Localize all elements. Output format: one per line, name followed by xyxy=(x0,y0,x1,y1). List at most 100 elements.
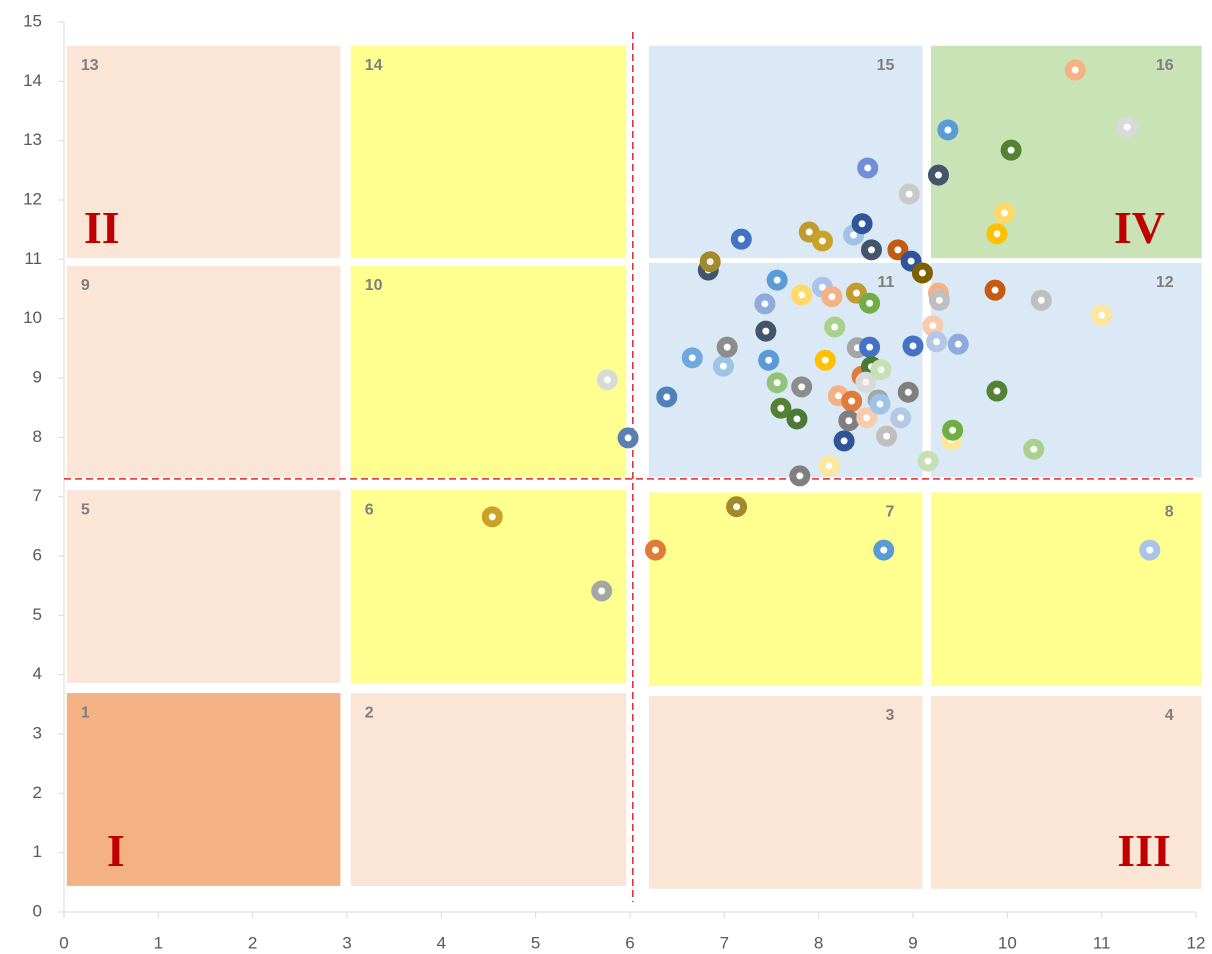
point xyxy=(758,349,780,371)
point xyxy=(926,331,948,353)
point xyxy=(1139,539,1161,561)
point xyxy=(821,286,843,308)
point xyxy=(890,407,912,429)
y-tick-label: 12 xyxy=(23,189,42,208)
point xyxy=(841,390,863,412)
point xyxy=(857,157,879,179)
point xyxy=(1091,304,1113,326)
point xyxy=(833,430,855,452)
y-tick-label: 14 xyxy=(23,71,42,90)
zone xyxy=(350,265,627,478)
zone xyxy=(66,45,341,259)
point xyxy=(712,355,734,377)
point xyxy=(791,376,813,398)
zone xyxy=(930,45,1202,259)
point xyxy=(838,410,860,432)
x-tick-label: 3 xyxy=(342,933,351,952)
point xyxy=(644,539,666,561)
zone-label: 2 xyxy=(365,704,374,721)
point xyxy=(754,293,776,315)
x-tick-label: 7 xyxy=(720,933,729,952)
point xyxy=(1030,289,1052,311)
point xyxy=(897,381,919,403)
point xyxy=(681,347,703,369)
point xyxy=(855,371,877,393)
zone-label: 7 xyxy=(886,504,895,521)
x-tick-label: 5 xyxy=(531,933,540,952)
point xyxy=(791,284,813,306)
zone xyxy=(66,693,341,886)
zone-label: 11 xyxy=(878,274,895,291)
y-tick-label: 1 xyxy=(33,842,42,861)
zone-label: 14 xyxy=(365,57,383,74)
point xyxy=(1023,438,1045,460)
point xyxy=(887,239,909,261)
point xyxy=(942,419,964,441)
point xyxy=(984,279,1006,301)
point xyxy=(873,539,895,561)
zone-label: 13 xyxy=(81,57,99,74)
x-tick-label: 6 xyxy=(625,933,634,952)
x-tick-label: 10 xyxy=(998,933,1017,952)
zone-label: 12 xyxy=(1156,274,1174,291)
point xyxy=(818,455,840,477)
zone xyxy=(648,45,923,259)
point xyxy=(876,425,898,447)
point xyxy=(811,230,833,252)
point xyxy=(824,316,846,338)
zone xyxy=(648,696,923,889)
point xyxy=(481,506,503,528)
x-tick-label: 11 xyxy=(1093,933,1111,952)
zone xyxy=(930,696,1202,889)
point xyxy=(927,164,949,186)
point xyxy=(928,289,950,311)
zone-label: 16 xyxy=(1156,57,1174,74)
zone xyxy=(930,262,1202,478)
y-tick-label: 7 xyxy=(33,486,42,505)
point xyxy=(789,465,811,487)
point xyxy=(860,239,882,261)
zone xyxy=(66,265,341,478)
zone-label: 9 xyxy=(81,277,90,294)
zone xyxy=(930,492,1202,686)
point xyxy=(814,349,836,371)
zone-label: 5 xyxy=(81,501,90,518)
point xyxy=(994,202,1016,224)
point xyxy=(726,496,748,518)
point xyxy=(730,228,752,250)
point xyxy=(922,315,944,337)
zone-label: 1 xyxy=(81,704,90,721)
zone-label: 6 xyxy=(365,501,374,518)
x-tick-label: 4 xyxy=(437,933,446,952)
point xyxy=(986,223,1008,245)
point xyxy=(1000,139,1022,161)
point xyxy=(856,407,878,429)
point xyxy=(917,450,939,472)
quadrant-label: III xyxy=(1117,825,1171,876)
zone xyxy=(350,693,627,886)
point xyxy=(798,221,820,243)
x-tick-label: 8 xyxy=(814,933,823,952)
point xyxy=(617,427,639,449)
y-tick-label: 2 xyxy=(33,783,42,802)
point xyxy=(937,119,959,141)
point xyxy=(859,336,881,358)
y-tick-label: 5 xyxy=(33,605,42,624)
point xyxy=(1064,59,1086,81)
point xyxy=(716,336,738,358)
zone xyxy=(350,45,627,259)
point xyxy=(947,333,969,355)
point xyxy=(869,393,891,415)
zone xyxy=(648,492,923,686)
point xyxy=(986,380,1008,402)
y-tick-label: 11 xyxy=(24,249,42,268)
x-tick-label: 12 xyxy=(1187,933,1206,952)
y-tick-label: 15 xyxy=(23,11,42,30)
x-tick-label: 2 xyxy=(248,933,257,952)
y-tick-label: 0 xyxy=(33,901,42,920)
zone-label: 4 xyxy=(1165,707,1174,724)
point xyxy=(699,251,721,273)
point xyxy=(1116,116,1138,138)
point xyxy=(755,320,777,342)
